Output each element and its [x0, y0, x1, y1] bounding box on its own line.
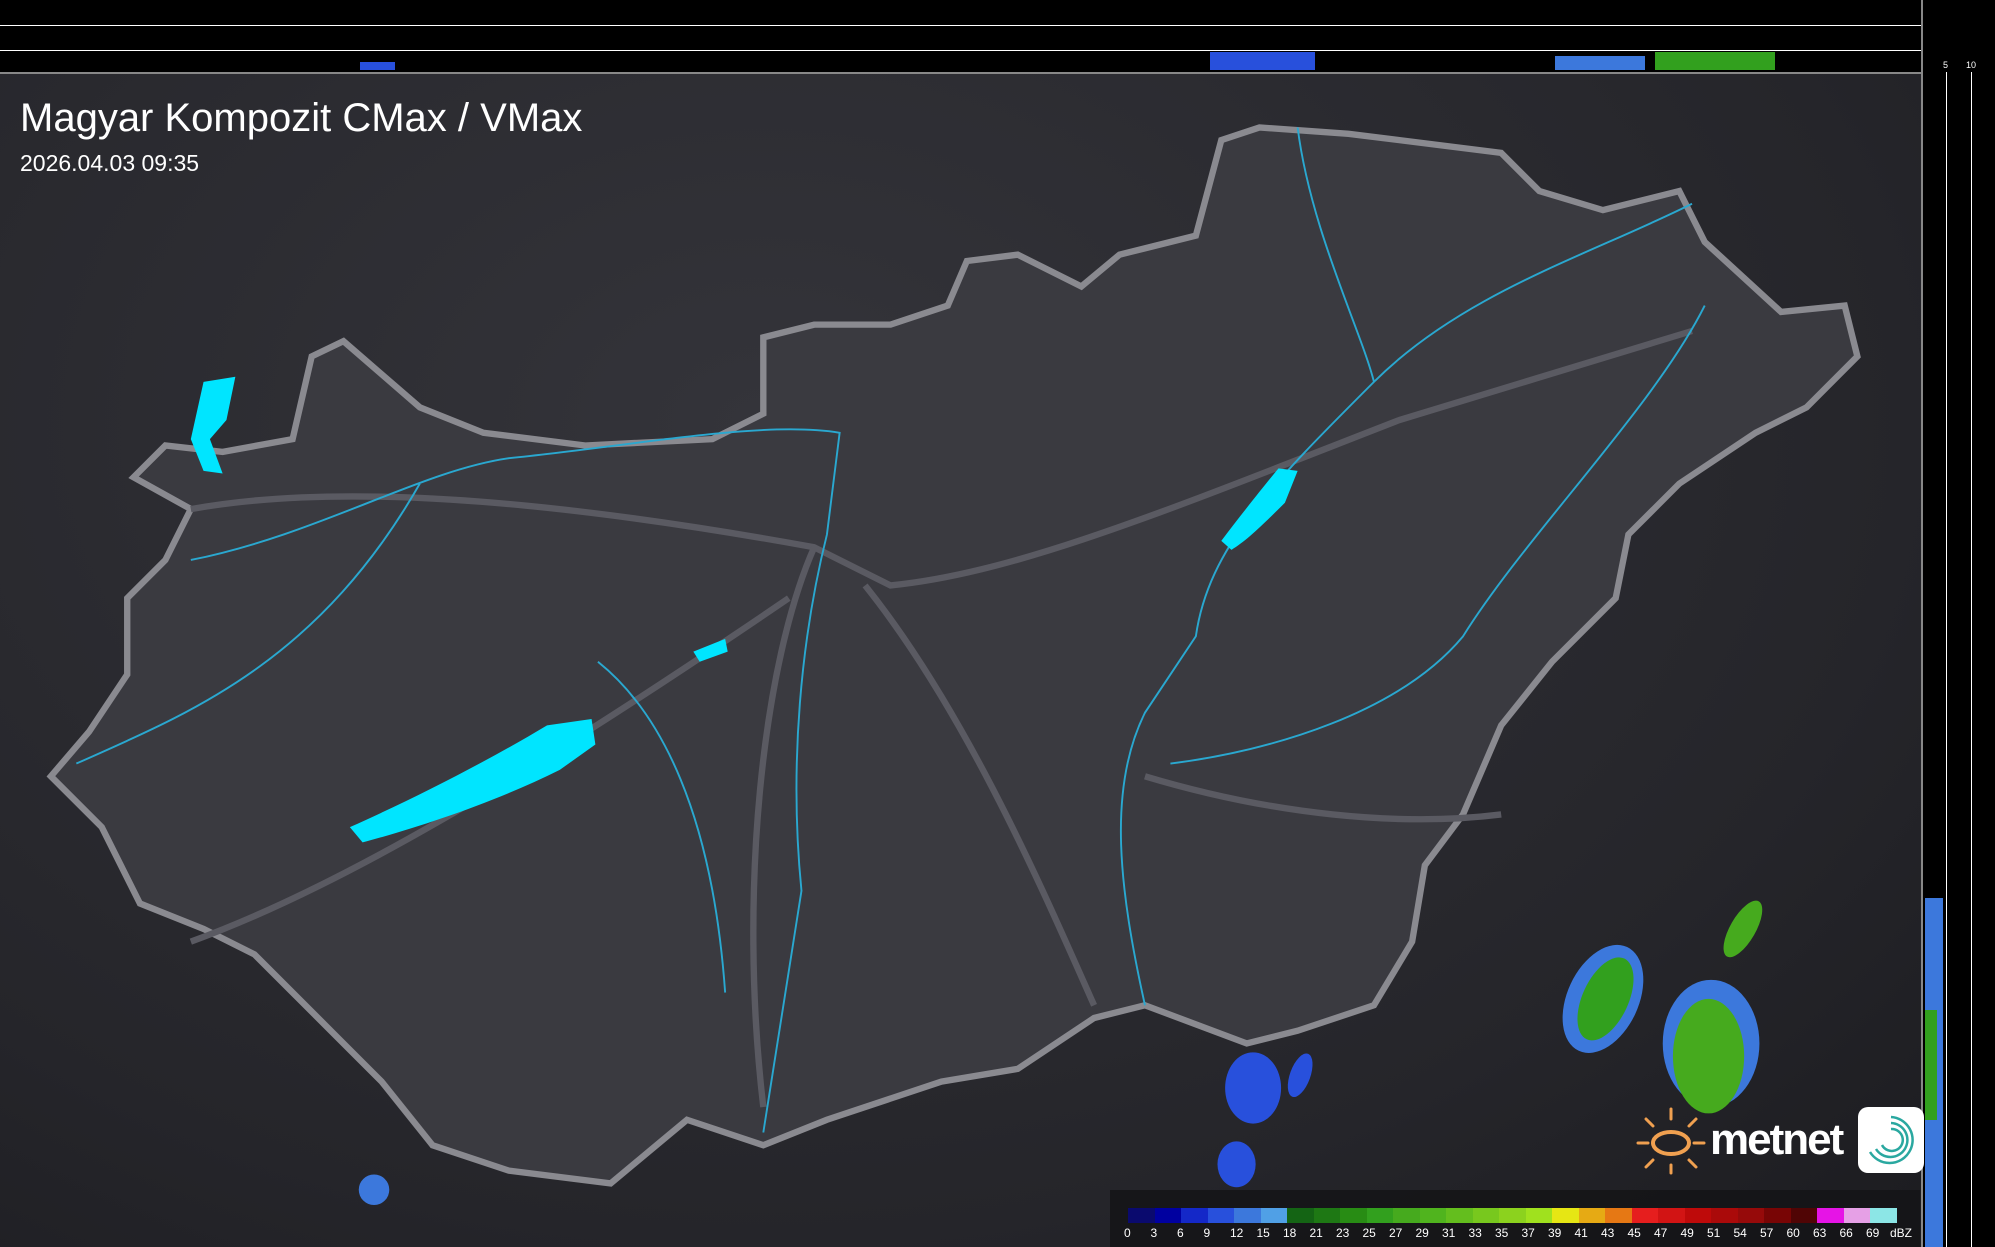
- legend-swatch: [1181, 1208, 1208, 1223]
- top-profile-panel: 10 5: [0, 0, 1935, 74]
- legend-swatch: [1790, 1208, 1817, 1223]
- legend-label: 15: [1256, 1226, 1270, 1240]
- legend-swatch: [1870, 1208, 1897, 1223]
- map-title: Magyar Kompozit CMax / VMax: [20, 96, 583, 140]
- legend-label: 23: [1336, 1226, 1350, 1240]
- echo-profile: [360, 62, 395, 70]
- legend-swatch: [1128, 1208, 1155, 1223]
- legend-label: 9: [1203, 1226, 1211, 1240]
- legend-swatch: [1843, 1208, 1870, 1223]
- legend-swatch: [1552, 1208, 1579, 1223]
- side-profile-panel: 5 10: [1921, 0, 1995, 1247]
- legend-label: 21: [1309, 1226, 1323, 1240]
- legend-label: 69: [1866, 1226, 1880, 1240]
- legend-label: 6: [1177, 1226, 1184, 1240]
- legend-label: 0: [1124, 1226, 1131, 1240]
- radar-map: [0, 74, 1921, 1247]
- legend-swatch: [1631, 1208, 1658, 1223]
- logo-text: metnet: [1710, 1115, 1844, 1164]
- legend-label: 12: [1230, 1226, 1244, 1240]
- legend-swatch: [1658, 1208, 1685, 1223]
- echo-profile: [1655, 52, 1775, 70]
- legend-swatch: [1737, 1208, 1764, 1223]
- legend-swatch: [1207, 1208, 1234, 1223]
- legend-swatch: [1684, 1208, 1711, 1223]
- legend-label: 63: [1813, 1226, 1827, 1240]
- legend-label: 37: [1521, 1226, 1535, 1240]
- legend-label: 33: [1468, 1226, 1482, 1240]
- sun-icon: [1636, 1107, 1706, 1175]
- legend-label: 29: [1415, 1226, 1429, 1240]
- legend-label: 31: [1442, 1226, 1456, 1240]
- gridline-10: [1971, 72, 1972, 1247]
- hungary-country-shape: [46, 124, 1861, 1187]
- legend-label: 49: [1680, 1226, 1694, 1240]
- legend-swatch: [1764, 1208, 1791, 1223]
- lake-tisza: [1221, 468, 1298, 550]
- legend-swatch: [1446, 1208, 1473, 1223]
- legend-label: 54: [1733, 1226, 1747, 1240]
- legend-label: 57: [1760, 1226, 1774, 1240]
- legend-label: 51: [1707, 1226, 1721, 1240]
- legend-swatch: [1472, 1208, 1499, 1223]
- legend-swatch: [1234, 1208, 1261, 1223]
- legend-swatch: [1260, 1208, 1287, 1223]
- legend-unit: dBZ: [1889, 1226, 1912, 1240]
- echo-profile: [1555, 56, 1645, 70]
- legend-label: 35: [1495, 1226, 1509, 1240]
- gridline-5: [1946, 72, 1947, 1247]
- gridline-10: [0, 25, 1921, 26]
- legend-labels: 0 3 6 9 12 15 18 21 23 25 27 29 31 33 35 37 39 41 43 45 47 49…: [1124, 1226, 1897, 1240]
- legend-swatch: [1393, 1208, 1420, 1223]
- legend-label: 66: [1839, 1226, 1853, 1240]
- lake-neusiedl: [190, 376, 236, 474]
- legend-swatch: [1711, 1208, 1738, 1223]
- dbz-color-legend: 0 3 6 9 12 15 18 21 23 25 27 29 31 33 35 37 39 41 43 45 47 49…: [1110, 1190, 1920, 1247]
- lakes: [190, 376, 1298, 843]
- legend-label: 39: [1548, 1226, 1562, 1240]
- legend-color-bar: [1128, 1208, 1897, 1223]
- radar-echoes: [358, 900, 1763, 1206]
- legend-label: 47: [1654, 1226, 1668, 1240]
- metnet-logo: metnet: [1636, 1105, 1925, 1175]
- side-tick-10: 10: [1966, 60, 1977, 70]
- legend-swatch: [1366, 1208, 1393, 1223]
- echo-profile: [1925, 1010, 1937, 1120]
- map-datetime: 2026.04.03 09:35: [20, 150, 200, 176]
- lake-velence: [693, 638, 728, 662]
- legend-label: 25: [1362, 1226, 1376, 1240]
- gridline-5: [0, 50, 1921, 51]
- legend-swatch: [1605, 1208, 1632, 1223]
- legend-swatch: [1340, 1208, 1367, 1223]
- legend-swatch: [1154, 1208, 1181, 1223]
- legend-swatch: [1817, 1208, 1844, 1223]
- legend-swatch: [1525, 1208, 1552, 1223]
- roads: [189, 327, 1693, 1108]
- legend-label: 43: [1601, 1226, 1615, 1240]
- legend-label: 18: [1283, 1226, 1297, 1240]
- legend-label: 41: [1574, 1226, 1588, 1240]
- legend-label: 60: [1786, 1226, 1800, 1240]
- legend-swatch: [1313, 1208, 1340, 1223]
- side-tick-5: 5: [1943, 60, 1949, 70]
- legend-label: 27: [1389, 1226, 1403, 1240]
- legend-label: 45: [1627, 1226, 1641, 1240]
- legend-swatch: [1287, 1208, 1314, 1223]
- legend-label: 3: [1150, 1226, 1158, 1240]
- legend-swatch: [1499, 1208, 1526, 1223]
- legend-swatch: [1578, 1208, 1605, 1223]
- map-layer: [46, 124, 1861, 1206]
- swirl-icon: [1858, 1107, 1925, 1173]
- legend-swatch: [1419, 1208, 1446, 1223]
- echo-profile: [1210, 52, 1315, 70]
- lake-balaton: [349, 719, 596, 843]
